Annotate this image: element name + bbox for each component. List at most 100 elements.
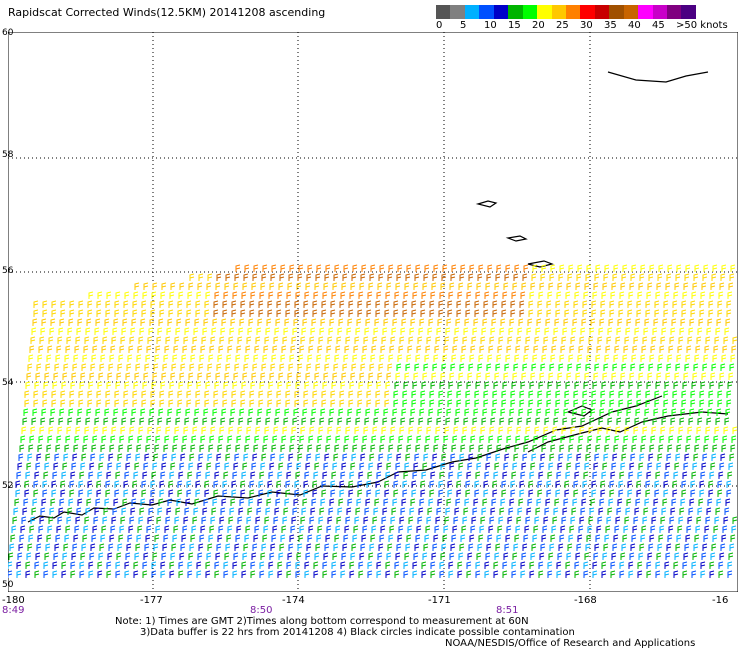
wind-barb: [450, 453, 456, 461]
wind-barb: [166, 327, 172, 335]
wind-barb: [324, 363, 330, 371]
wind-barb: [235, 534, 241, 542]
wind-barb: [277, 291, 283, 299]
wind-barb: [345, 516, 351, 524]
wind-barb: [501, 390, 507, 398]
wind-barb: [156, 336, 162, 344]
wind-barb: [44, 372, 50, 380]
wind-barb: [617, 408, 623, 416]
wind-barb: [145, 354, 151, 362]
wind-barb: [711, 543, 717, 551]
wind-barb: [63, 543, 69, 551]
wind-barb: [718, 291, 724, 299]
wind-barb: [487, 534, 493, 542]
wind-barb: [613, 264, 619, 272]
wind-barb: [719, 282, 725, 290]
wind-barb: [38, 435, 44, 443]
wind-barb: [213, 300, 219, 308]
wind-barb: [307, 534, 313, 542]
wind-barb: [318, 426, 324, 434]
wind-barb: [364, 327, 370, 335]
wind-barb: [692, 552, 698, 560]
wind-barb: [394, 570, 400, 578]
wind-barb: [461, 435, 467, 443]
wind-barb: [483, 390, 489, 398]
wind-barb: [476, 462, 482, 470]
wind-barb: [411, 309, 417, 317]
wind-barb: [66, 426, 72, 434]
wind-barb: [511, 291, 517, 299]
wind-barb: [395, 372, 401, 380]
wind-barb: [268, 471, 274, 479]
wind-barb: [712, 354, 718, 362]
wind-barb: [290, 525, 296, 533]
wind-barb: [652, 417, 658, 425]
wind-barb: [411, 489, 417, 497]
wind-barb: [275, 408, 281, 416]
wind-barb: [531, 453, 537, 461]
wind-barb: [580, 327, 586, 335]
wind-barb: [397, 354, 403, 362]
wind-barb: [570, 426, 576, 434]
wind-barb: [157, 417, 163, 425]
wind-barb: [677, 345, 683, 353]
wind-barb: [42, 390, 48, 398]
wind-barb: [286, 570, 292, 578]
wind-barb: [47, 345, 53, 353]
wind-barb: [704, 345, 710, 353]
wind-barb: [60, 480, 66, 488]
wind-barb: [126, 363, 132, 371]
wind-barb: [499, 507, 505, 515]
wind-barb: [670, 507, 676, 515]
wind-barb: [303, 399, 309, 407]
wind-barb: [123, 309, 129, 317]
wind-barb: [51, 309, 57, 317]
wind-barb: [28, 534, 34, 542]
wind-barb: [619, 570, 625, 578]
wind-barb: [92, 345, 98, 353]
wind-barb: [168, 309, 174, 317]
legend-swatch: [623, 5, 639, 19]
wind-barb: [235, 264, 241, 272]
wind-barb: [39, 516, 45, 524]
wind-barb: [368, 552, 374, 560]
wind-barb: [361, 534, 367, 542]
wind-barb: [250, 471, 256, 479]
wind-barb: [585, 363, 591, 371]
wind-barb: [71, 462, 77, 470]
wind-barb: [331, 570, 337, 578]
wind-barb: [549, 453, 555, 461]
wind-barb: [683, 552, 689, 560]
wind-barb: [527, 498, 533, 506]
wind-barb: [378, 453, 384, 461]
wind-barb: [602, 552, 608, 560]
wind-barb: [594, 273, 600, 281]
wind-barb: [592, 291, 598, 299]
wind-barb: [209, 345, 215, 353]
wind-barb: [144, 363, 150, 371]
wind-barb: [555, 489, 561, 497]
wind-barb: [611, 552, 617, 560]
wind-barb: [230, 498, 236, 506]
wind-barb: [649, 264, 655, 272]
wind-barb: [359, 282, 365, 290]
wind-barb: [49, 507, 55, 515]
wind-barb: [676, 354, 682, 362]
wind-barb: [704, 525, 710, 533]
wind-barb: [99, 453, 105, 461]
wind-barb: [143, 372, 149, 380]
wind-barb: [217, 534, 223, 542]
wind-barb: [257, 318, 263, 326]
wind-barb: [252, 273, 258, 281]
wind-barb: [278, 282, 284, 290]
wind-barb: [620, 462, 626, 470]
wind-barb: [633, 426, 639, 434]
wind-barb: [85, 507, 91, 515]
wind-barb: [422, 462, 428, 470]
wind-barb: [662, 408, 668, 416]
wind-barb: [552, 516, 558, 524]
wind-barb: [201, 426, 207, 434]
wind-barb: [155, 345, 161, 353]
wind-barb: [57, 516, 63, 524]
wind-barb: [385, 570, 391, 578]
